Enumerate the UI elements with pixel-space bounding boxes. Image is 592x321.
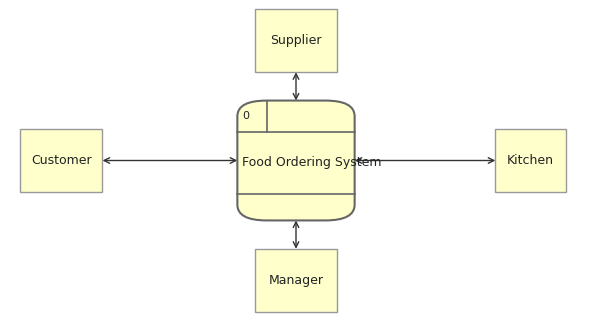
- FancyBboxPatch shape: [255, 9, 337, 72]
- Text: Customer: Customer: [31, 154, 92, 167]
- FancyBboxPatch shape: [20, 129, 102, 192]
- Text: Supplier: Supplier: [271, 34, 321, 47]
- Text: 0: 0: [242, 111, 249, 121]
- Text: Manager: Manager: [269, 274, 323, 287]
- FancyBboxPatch shape: [255, 249, 337, 312]
- FancyBboxPatch shape: [237, 100, 355, 221]
- Text: Food Ordering System: Food Ordering System: [242, 156, 382, 169]
- FancyBboxPatch shape: [496, 129, 566, 192]
- Text: Kitchen: Kitchen: [507, 154, 554, 167]
